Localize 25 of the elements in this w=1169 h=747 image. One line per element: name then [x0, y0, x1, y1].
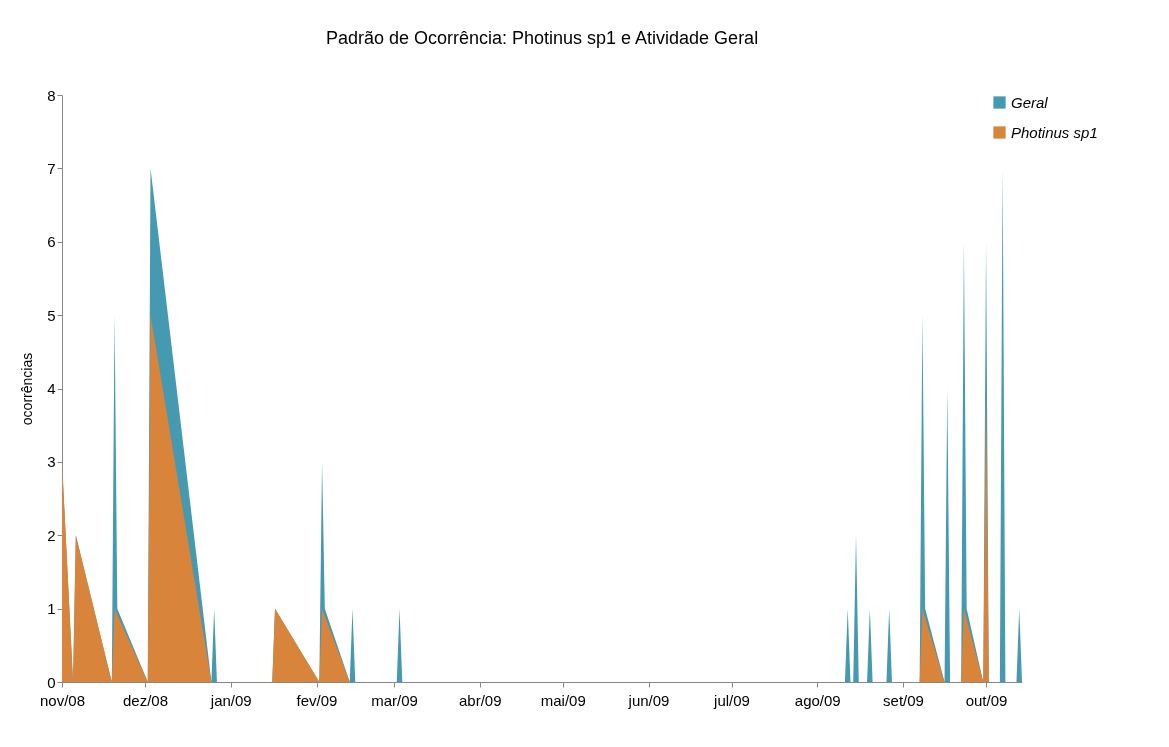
chart-title: Padrão de Ocorrência: Photinus sp1 e Atividade Geral: [325, 28, 759, 48]
x-tick-label: nov/08: [39, 691, 86, 709]
x-tick-label: set/09: [883, 691, 924, 709]
y-tick-label: 3: [47, 453, 56, 471]
x-tick-label: mar/09: [371, 691, 418, 709]
x-tick-label: out/09: [965, 691, 1008, 709]
y-tick-label: 2: [47, 526, 56, 544]
x-tick-label: dez/08: [122, 691, 169, 709]
legend-label: Photinus sp1: [1011, 123, 1098, 141]
x-tick-label: jul/09: [713, 691, 750, 709]
x-tick-label: mai/09: [540, 691, 586, 709]
y-axis-title: ocorrências: [19, 352, 36, 426]
legend-label: Geral: [1011, 93, 1049, 111]
y-tick-label: 5: [47, 306, 56, 324]
x-tick-label: ago/09: [794, 691, 841, 709]
y-tick-label: 4: [47, 380, 56, 397]
y-tick-label: 1: [47, 600, 56, 618]
y-tick-label: 6: [47, 233, 56, 251]
x-tick-label: jun/09: [627, 691, 670, 709]
x-tick-label: fev/09: [296, 691, 338, 709]
y-tick-label: 0: [47, 673, 56, 691]
x-tick-label: jan/09: [209, 691, 252, 709]
y-tick-label: 7: [47, 159, 56, 177]
y-tick-label: 8: [47, 86, 56, 104]
x-tick-label: abr/09: [458, 691, 502, 709]
